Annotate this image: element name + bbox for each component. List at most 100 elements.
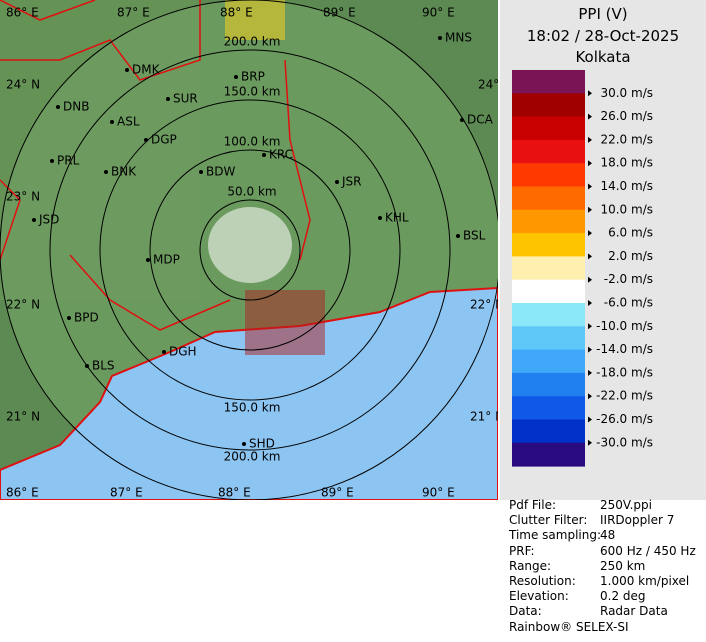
lat-label: 24° N [6,78,40,92]
legend-swatch [512,372,585,397]
legend-tick [588,393,592,400]
legend-label: -10.0 m/s [596,319,653,333]
legend-swatch [512,186,585,211]
info-row: Range: 250 km [509,559,696,574]
city-dot [438,36,442,40]
info-row: Time sampling: 48 [509,528,696,543]
lon-label: 89° E [323,6,356,20]
legend-swatch [512,209,585,234]
coastline [0,286,498,500]
lat-label: 21° N [6,410,40,424]
info-value: 250 km [600,558,646,573]
city-dot [125,68,129,72]
legend-tick [588,90,592,97]
city-label: BRP [241,70,265,84]
range-label: 200.0 km [224,450,281,464]
city-dot [67,316,71,320]
lat-label: 23° N [6,190,40,204]
lon-label: 90° E [422,486,455,500]
info-key: PRF: [509,543,535,558]
city-dot [242,442,246,446]
time: 18:02 / 28-Oct-2025 [526,27,680,45]
city-label: JSR [341,175,362,189]
legend: 30.0 m/s 26.0 m/s 22.0 m/s 18.0 m/s 14.0 m/s… [512,70,653,467]
legend-label: 14.0 m/s [600,179,653,193]
legend-tick [588,183,592,190]
city-label: BDW [206,165,235,179]
legend-swatch [512,116,585,141]
city-label: ASL [117,115,140,129]
legend-swatch [512,396,585,420]
info-row: Elevation: 0.2 deg [509,589,696,604]
legend-swatch [512,139,585,164]
city-dot [50,159,54,163]
legend-label: 26.0 m/s [600,109,653,123]
info-key: Time sampling: [509,528,602,543]
legend-swatch [512,326,585,351]
city-dot [378,216,382,220]
lon-label: 90° E [422,6,455,20]
info-row: Data: Radar Data [509,604,696,619]
lat-label: 22° N [470,298,498,312]
ring [49,49,451,451]
city-label: DGH [169,345,197,359]
city-dot [110,120,114,124]
legend-label: 10.0 m/s [600,202,653,216]
legend-swatch [512,419,585,444]
city-label: SUR [173,92,198,106]
lat-label: 22° N [6,298,40,312]
info-row: Clutter Filter: IIRDoppler 7 [509,513,696,528]
city-dot [162,350,166,354]
legend-tick [588,416,592,423]
legend-label: 22.0 m/s [600,132,653,146]
city-label: DMK [132,63,161,77]
city-dot [56,105,60,109]
site: Kolkata [575,48,631,66]
info-row: Pdf File: 250V.ppi [509,498,696,513]
legend-tick [588,136,592,143]
city-label: DCA [467,113,494,127]
city-dot [146,258,150,262]
legend-label: 2.0 m/s [608,249,653,263]
legend-label: 30.0 m/s [600,86,653,100]
lon-label: 86° E [6,6,39,20]
city-label: SHD [249,437,275,451]
city-dot [199,170,203,174]
legend-tick [588,276,592,283]
legend-label: 6.0 m/s [608,226,653,240]
info-value: 48 [600,528,616,543]
legend-label: -22.0 m/s [596,389,653,403]
legend-swatch [512,349,585,374]
city-label: BLS [92,359,115,373]
lon-label: 86° E [6,486,39,500]
city-dot [456,234,460,238]
info-key: Resolution: [509,574,576,589]
footer: Rainbow® SELEX-SI [509,619,629,634]
legend-tick [588,113,592,120]
legend-label: -14.0 m/s [596,342,653,356]
legend-tick [588,253,592,260]
borders [0,0,311,331]
lon-label: 87° E [117,6,150,20]
city-dot [85,364,89,368]
city-label: BSL [463,229,486,243]
lon-label: 87° E [110,486,143,500]
legend-swatch [512,303,585,327]
product: PPI (V) [578,5,628,23]
legend-swatch [512,93,585,118]
legend-swatch [512,442,585,467]
legend-label: -18.0 m/s [596,365,653,379]
info-value: 0.2 deg [600,589,646,604]
lat-label: 21° N [470,410,498,424]
legend-tick [588,346,592,353]
info-value: Radar Data [600,604,668,619]
city-dot [144,138,148,142]
info-row: Resolution: 1.000 km/pixel [509,574,696,589]
city-dot [460,118,464,122]
city-label: DNB [63,100,89,114]
legend-tick [588,160,592,167]
echo-sundarbans [245,290,325,355]
range-label: 200.0 km [224,35,281,49]
info-key: Pdf File: [509,498,557,512]
